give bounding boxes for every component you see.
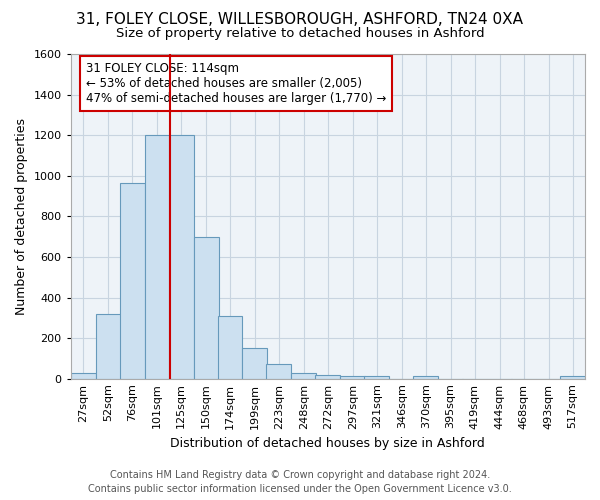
Bar [292, 373, 316, 378]
Bar [71, 372, 95, 378]
Bar [560, 376, 585, 378]
Text: Size of property relative to detached houses in Ashford: Size of property relative to detached ho… [116, 28, 484, 40]
Text: 31 FOLEY CLOSE: 114sqm
← 53% of detached houses are smaller (2,005)
47% of semi-: 31 FOLEY CLOSE: 114sqm ← 53% of detached… [86, 62, 386, 105]
Bar [316, 374, 340, 378]
Bar [119, 183, 145, 378]
Bar [145, 135, 170, 378]
Bar [266, 364, 292, 378]
Bar [242, 348, 268, 378]
Bar [169, 135, 194, 378]
Bar [194, 236, 218, 378]
Text: 31, FOLEY CLOSE, WILLESBOROUGH, ASHFORD, TN24 0XA: 31, FOLEY CLOSE, WILLESBOROUGH, ASHFORD,… [77, 12, 523, 28]
Bar [340, 376, 365, 378]
X-axis label: Distribution of detached houses by size in Ashford: Distribution of detached houses by size … [170, 437, 485, 450]
Bar [364, 376, 389, 378]
Text: Contains HM Land Registry data © Crown copyright and database right 2024.
Contai: Contains HM Land Registry data © Crown c… [88, 470, 512, 494]
Y-axis label: Number of detached properties: Number of detached properties [15, 118, 28, 315]
Bar [95, 314, 121, 378]
Bar [218, 316, 242, 378]
Bar [413, 376, 438, 378]
